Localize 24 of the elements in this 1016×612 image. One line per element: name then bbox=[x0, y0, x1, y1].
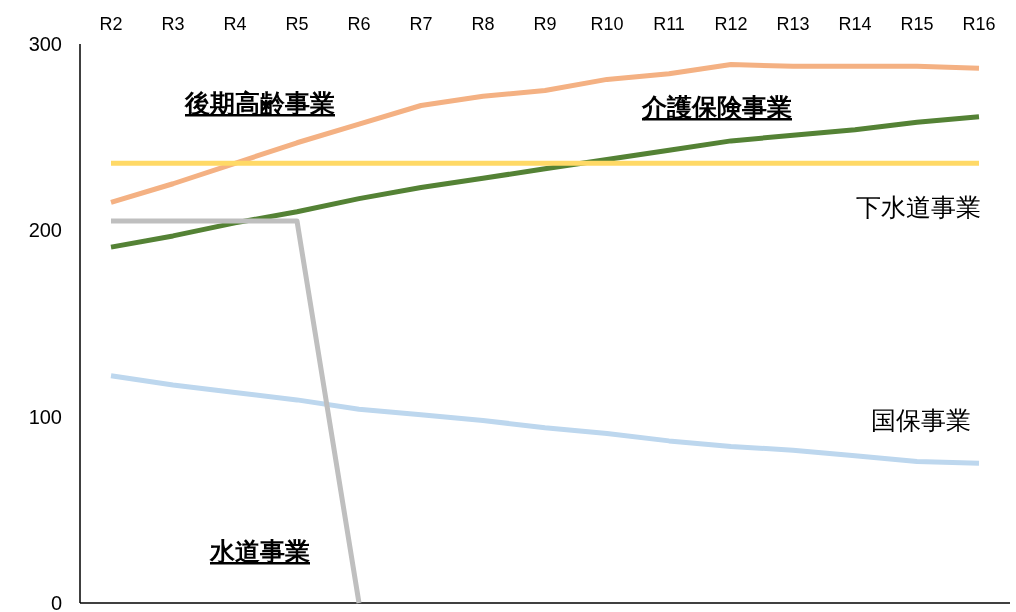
x-tick-label: R12 bbox=[714, 14, 748, 34]
x-tick-label: R10 bbox=[590, 14, 624, 34]
x-tick-label: R11 bbox=[653, 14, 685, 34]
x-tick-label: R3 bbox=[161, 14, 185, 34]
series-label: 下水道事業 bbox=[855, 193, 981, 221]
y-tick-label: 300 bbox=[28, 33, 62, 55]
x-tick-label: R2 bbox=[99, 14, 123, 34]
series-label: 国保事業 bbox=[871, 406, 971, 434]
series-label: 後期高齢事業 bbox=[184, 89, 335, 117]
x-tick-label: R6 bbox=[347, 14, 371, 34]
x-tick-label: R16 bbox=[962, 14, 996, 34]
x-tick-label: R7 bbox=[409, 14, 433, 34]
y-tick-label: 100 bbox=[28, 405, 62, 428]
x-tick-label: R14 bbox=[838, 14, 872, 34]
y-tick-label: 200 bbox=[28, 219, 62, 242]
series-label: 介護保険事業 bbox=[641, 93, 792, 121]
x-tick-label: R13 bbox=[776, 14, 810, 34]
x-tick-label: R15 bbox=[900, 14, 934, 34]
series-label: 水道事業 bbox=[209, 537, 310, 565]
y-tick-label: 0 bbox=[50, 592, 62, 612]
x-tick-label: R5 bbox=[285, 14, 309, 34]
x-tick-label: R8 bbox=[471, 14, 495, 34]
x-tick-label: R9 bbox=[533, 14, 557, 34]
x-tick-label: R4 bbox=[223, 14, 247, 34]
